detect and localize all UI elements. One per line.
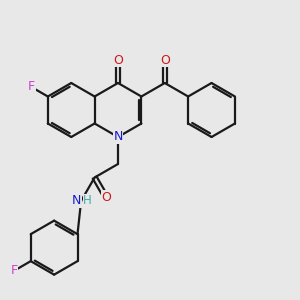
Text: H: H	[83, 194, 92, 207]
Text: F: F	[11, 264, 18, 277]
Text: O: O	[160, 53, 170, 67]
Text: F: F	[28, 80, 35, 94]
Text: N: N	[72, 194, 81, 207]
Text: O: O	[101, 191, 111, 204]
Text: O: O	[113, 53, 123, 67]
Text: N: N	[113, 130, 123, 143]
